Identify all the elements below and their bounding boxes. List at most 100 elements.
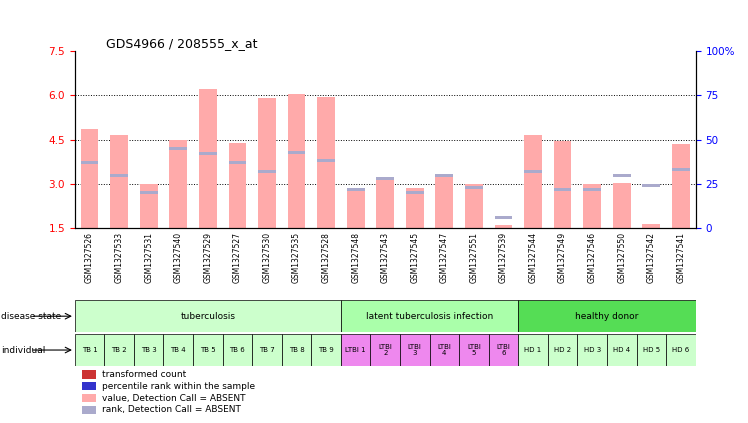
Bar [583, 184, 601, 228]
Bar [613, 183, 631, 228]
Bar [672, 168, 690, 171]
Text: individual: individual [1, 346, 45, 354]
Text: HD 4: HD 4 [613, 347, 631, 353]
Bar [252, 334, 282, 366]
Text: LTBI
6: LTBI 6 [497, 344, 510, 356]
Bar [81, 161, 99, 164]
Bar [465, 184, 482, 228]
Text: GDS4966 / 208555_x_at: GDS4966 / 208555_x_at [106, 37, 257, 49]
Bar [554, 141, 571, 228]
Bar [435, 173, 453, 177]
Text: GSM1327542: GSM1327542 [647, 232, 656, 283]
Bar [370, 334, 400, 366]
Text: TB 2: TB 2 [111, 347, 127, 353]
Text: LTBI
3: LTBI 3 [408, 344, 422, 356]
Text: TB 7: TB 7 [259, 347, 275, 353]
Bar [518, 334, 548, 366]
Bar [223, 334, 252, 366]
Bar [583, 188, 601, 191]
Bar [258, 98, 276, 228]
Text: GSM1327539: GSM1327539 [499, 232, 508, 283]
Text: LTBI 1: LTBI 1 [346, 347, 366, 353]
Text: HD 6: HD 6 [672, 347, 690, 353]
Text: HD 2: HD 2 [554, 347, 571, 353]
Bar [140, 184, 158, 228]
Bar [347, 188, 364, 191]
Bar [288, 151, 305, 154]
Bar [169, 140, 187, 228]
Text: TB 5: TB 5 [200, 347, 215, 353]
Bar [193, 334, 223, 366]
Text: GSM1327533: GSM1327533 [114, 232, 123, 283]
Bar [637, 334, 666, 366]
Text: value, Detection Call = ABSENT: value, Detection Call = ABSENT [102, 393, 245, 403]
Bar [613, 173, 631, 177]
Bar [341, 334, 370, 366]
Text: GSM1327551: GSM1327551 [470, 232, 479, 283]
Bar [75, 334, 105, 366]
Text: GSM1327529: GSM1327529 [203, 232, 212, 283]
Bar [518, 300, 696, 332]
Bar [577, 334, 607, 366]
Bar [643, 224, 660, 228]
Text: tuberculosis: tuberculosis [180, 312, 236, 321]
Text: GSM1327531: GSM1327531 [144, 232, 153, 283]
Bar [317, 159, 335, 162]
Text: GSM1327530: GSM1327530 [263, 232, 272, 283]
Text: transformed count: transformed count [102, 370, 186, 379]
Text: LTBI
2: LTBI 2 [378, 344, 392, 356]
Bar [666, 334, 696, 366]
Text: GSM1327540: GSM1327540 [174, 232, 183, 283]
Text: GSM1327550: GSM1327550 [617, 232, 626, 283]
Bar [110, 135, 128, 228]
Bar [164, 334, 193, 366]
Bar [524, 170, 542, 173]
Bar [465, 186, 482, 189]
Text: TB 1: TB 1 [82, 347, 97, 353]
Text: disease state: disease state [1, 312, 61, 321]
Bar [110, 173, 128, 177]
Bar [75, 300, 341, 332]
Bar [199, 89, 217, 228]
Bar [229, 161, 246, 164]
Text: TB 6: TB 6 [230, 347, 245, 353]
Bar [376, 177, 394, 180]
Bar [524, 135, 542, 228]
Text: GSM1327545: GSM1327545 [411, 232, 420, 283]
Text: healthy donor: healthy donor [575, 312, 639, 321]
Bar [494, 216, 512, 219]
Text: GSM1327544: GSM1327544 [529, 232, 538, 283]
Bar [140, 191, 158, 195]
Text: TB 8: TB 8 [289, 347, 304, 353]
Text: rank, Detection Call = ABSENT: rank, Detection Call = ABSENT [102, 405, 241, 415]
Bar [229, 143, 246, 228]
Bar [288, 94, 305, 228]
Bar [406, 189, 423, 228]
Bar [311, 334, 341, 366]
Text: GSM1327535: GSM1327535 [292, 232, 301, 283]
Bar [81, 129, 99, 228]
Bar [488, 334, 518, 366]
Bar [429, 334, 459, 366]
Text: TB 4: TB 4 [171, 347, 186, 353]
Bar [134, 334, 164, 366]
Bar [643, 184, 660, 187]
Text: TB 3: TB 3 [141, 347, 156, 353]
Bar [258, 170, 276, 173]
Bar [376, 179, 394, 228]
Bar [607, 334, 637, 366]
Bar [199, 152, 217, 155]
Bar [554, 188, 571, 191]
Text: HD 5: HD 5 [643, 347, 660, 353]
Bar [282, 334, 311, 366]
Bar [105, 334, 134, 366]
Text: GSM1327547: GSM1327547 [440, 232, 449, 283]
Bar [459, 334, 488, 366]
Bar [406, 191, 423, 195]
Bar [400, 334, 429, 366]
Text: HD 1: HD 1 [524, 347, 542, 353]
Text: LTBI
4: LTBI 4 [438, 344, 451, 356]
Text: percentile rank within the sample: percentile rank within the sample [102, 382, 255, 391]
Text: GSM1327526: GSM1327526 [85, 232, 94, 283]
Bar [317, 97, 335, 228]
